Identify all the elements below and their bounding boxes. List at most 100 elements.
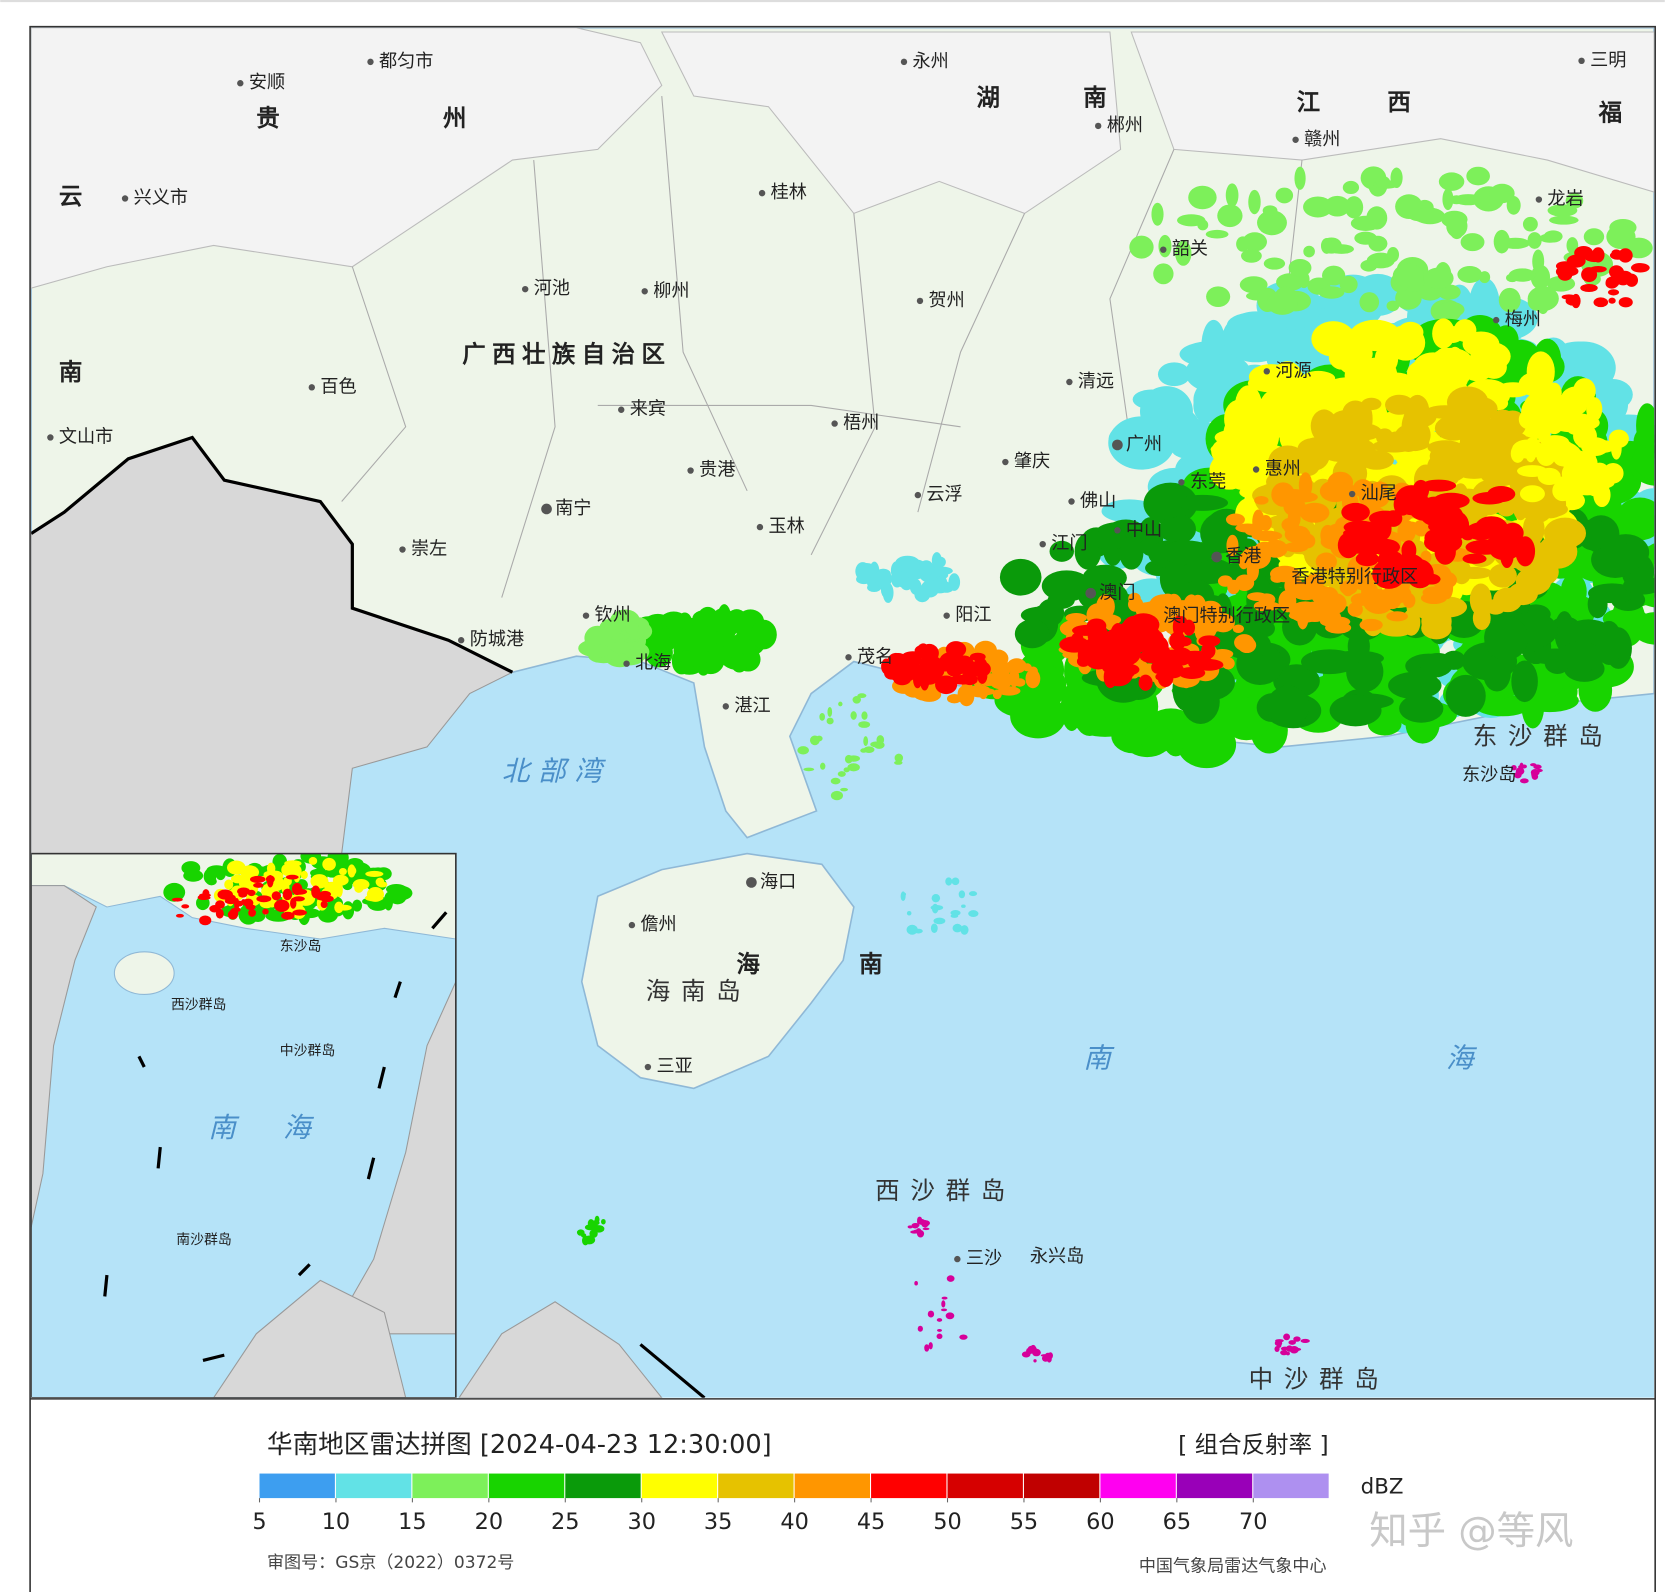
echo <box>1253 601 1270 612</box>
echo <box>234 898 240 910</box>
place-label: 广州 <box>1126 434 1162 455</box>
echo <box>1515 566 1552 596</box>
echo <box>1175 240 1192 266</box>
echo <box>253 882 264 888</box>
unit: dBZ <box>1361 1474 1404 1499</box>
echo <box>1160 540 1215 565</box>
echo <box>1290 581 1322 601</box>
echo <box>163 882 186 902</box>
echo <box>292 896 305 902</box>
echo <box>1158 517 1187 542</box>
place-label: 文山市 <box>59 426 113 447</box>
echo <box>1517 465 1548 477</box>
echo <box>1022 663 1032 672</box>
inset-borneo <box>212 1279 407 1398</box>
echo <box>968 910 979 918</box>
echo <box>951 877 960 886</box>
echo <box>1395 286 1422 310</box>
tick-label: 65 <box>1163 1509 1192 1535</box>
echo <box>1355 551 1379 567</box>
echo <box>1041 570 1092 602</box>
city-dot <box>746 877 757 888</box>
place-label: 清远 <box>1078 371 1114 392</box>
echo <box>1611 436 1622 460</box>
echo <box>917 1216 923 1224</box>
city-dot <box>1085 587 1097 599</box>
echo <box>999 558 1042 596</box>
echo <box>1283 1333 1291 1341</box>
place-label: 安顺 <box>249 72 285 93</box>
echo <box>240 865 260 880</box>
echo <box>1329 694 1382 727</box>
inset-hainan <box>113 951 175 995</box>
city-dot <box>1114 527 1121 534</box>
place-label: 福 <box>1598 99 1629 127</box>
place-label: 中沙群岛 <box>1249 1365 1390 1394</box>
echo <box>311 885 321 899</box>
echo <box>1488 563 1517 588</box>
outer-frame <box>29 25 1656 1592</box>
echo <box>860 748 868 753</box>
echo <box>352 899 363 912</box>
echo <box>1280 1349 1288 1356</box>
echo <box>300 870 308 880</box>
echo <box>901 892 907 897</box>
echo <box>199 893 211 898</box>
tick-label: 55 <box>1010 1509 1038 1535</box>
echo <box>1014 619 1050 649</box>
echo <box>1487 486 1516 503</box>
echo <box>1549 215 1579 225</box>
place-label: 汕尾 <box>1361 483 1397 504</box>
place-label: 澳门特别行政区 <box>1163 606 1290 627</box>
echo <box>215 908 224 919</box>
city-dot <box>237 80 244 87</box>
echo <box>1311 321 1356 357</box>
color-swatch <box>947 1473 1023 1499</box>
place-label: 龙岩 <box>1547 189 1583 210</box>
echo <box>1303 196 1333 218</box>
place-label: 云 <box>59 182 89 210</box>
place-label: 三沙 <box>966 1248 1002 1269</box>
echo <box>857 693 867 699</box>
echo <box>1384 510 1403 527</box>
echo <box>1242 232 1267 252</box>
echo <box>1108 416 1175 470</box>
place-label: 云浮 <box>926 484 962 505</box>
echo <box>1519 485 1545 503</box>
echo <box>271 891 281 901</box>
echo <box>215 866 226 881</box>
echo <box>1587 590 1608 619</box>
color-swatch <box>259 1473 335 1499</box>
echo <box>961 904 966 908</box>
city-dot <box>582 612 590 619</box>
echo <box>936 1328 943 1332</box>
tick-label: 35 <box>704 1509 732 1535</box>
place-label: 澳门 <box>1099 582 1135 603</box>
echo <box>1109 641 1141 666</box>
city-dot <box>644 1063 652 1071</box>
echo <box>1201 642 1216 659</box>
echo <box>1429 446 1457 466</box>
echo <box>1292 1347 1302 1351</box>
city-dot <box>367 58 374 66</box>
echo <box>1606 224 1636 250</box>
echo <box>1511 660 1538 703</box>
echo <box>906 924 918 935</box>
place-label: 海南岛 <box>646 976 752 1005</box>
echo <box>909 653 922 667</box>
echo <box>1593 297 1609 308</box>
echo <box>1358 486 1390 509</box>
inset-philippines <box>330 981 456 1335</box>
echo <box>266 862 276 875</box>
echo <box>1595 620 1623 666</box>
echo <box>1342 180 1360 195</box>
echo <box>914 646 931 654</box>
color-swatch <box>335 1473 412 1499</box>
echo <box>1065 612 1088 623</box>
echo <box>945 877 953 886</box>
echo <box>1274 286 1298 310</box>
echo <box>936 1333 943 1339</box>
echo <box>1303 245 1315 258</box>
echo <box>347 866 357 876</box>
echo <box>1589 265 1607 273</box>
